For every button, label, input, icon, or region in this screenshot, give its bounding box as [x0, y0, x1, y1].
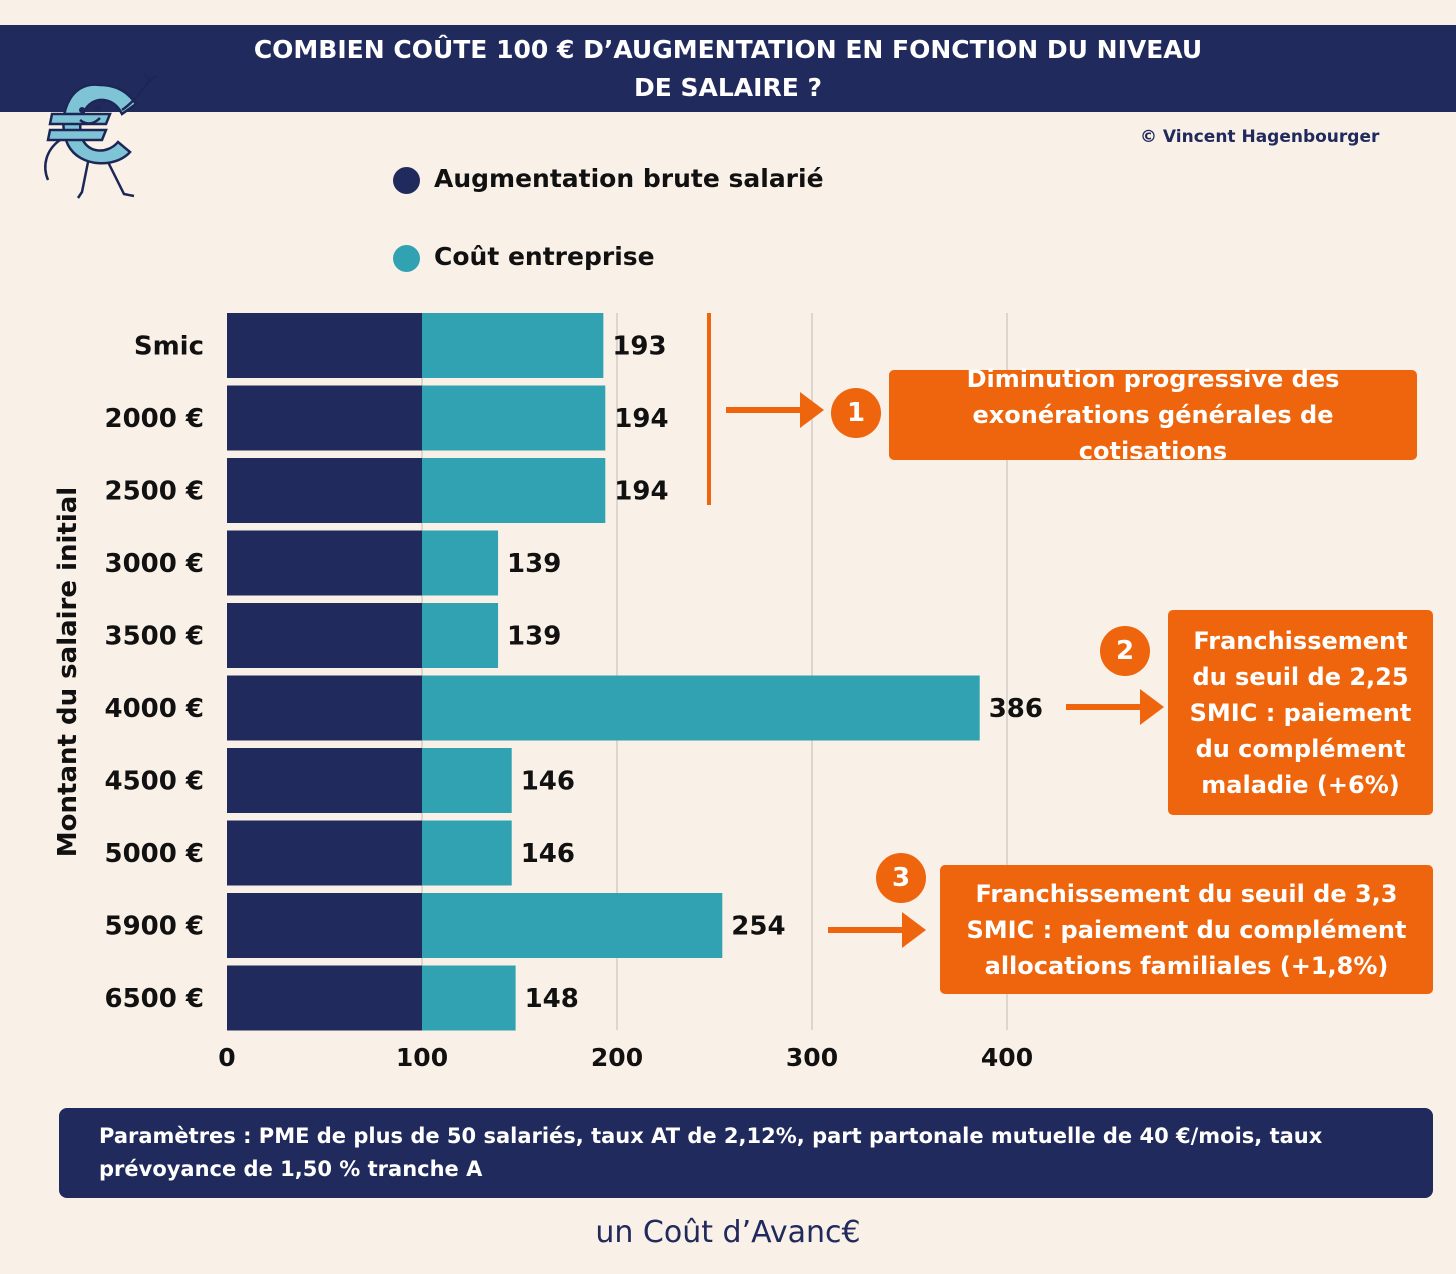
bar-augmentation-brute — [227, 530, 422, 596]
annotation-box-1: Diminution progressive des exonérations … — [889, 365, 1417, 465]
y-category-label: 3000 € — [104, 549, 204, 579]
y-category-label: 5000 € — [104, 839, 204, 869]
brand-logo: un Coût d’Avanc€ — [595, 1215, 861, 1250]
label-layer: 0 100 200 300 400 Smic 193 2000 € 194 2500 € 194 30… — [104, 332, 1042, 1073]
annotation-text-1: Diminution progressive des exonérations … — [966, 365, 1340, 465]
bar-data-label: 254 — [731, 912, 785, 942]
bar-data-label: 193 — [612, 332, 666, 362]
annotation-number-2: 2 — [1100, 626, 1150, 676]
bar-data-label: 139 — [507, 622, 561, 652]
annotation-box-2: Franchissement du seuil de 2,25 SMIC : p… — [1168, 610, 1433, 815]
annotation-number-1: 1 — [831, 388, 881, 438]
y-category-label: 4500 € — [104, 767, 204, 797]
bar-augmentation-brute — [227, 675, 422, 741]
bar-cout-entreprise — [422, 458, 606, 523]
annotation-number-3: 3 — [876, 853, 926, 903]
page-title-line-2: DE SALAIRE ? — [633, 73, 822, 102]
bar-data-label: 146 — [521, 839, 575, 869]
bar-data-label: 148 — [525, 984, 579, 1014]
bar-augmentation-brute — [227, 313, 422, 378]
bar-cout-entreprise — [422, 820, 512, 886]
annotation-text-3: Franchissement du seuil de 3,3 SMIC : pa… — [966, 879, 1407, 980]
bar-cout-entreprise — [422, 893, 723, 958]
bar-cout-entreprise — [422, 603, 499, 668]
arrow-icon — [828, 912, 926, 948]
x-tick-label: 400 — [981, 1043, 1033, 1072]
bar-augmentation-brute — [227, 820, 422, 886]
bar-augmentation-brute — [227, 385, 422, 451]
euro-mascot-icon — [44, 73, 157, 199]
bar-data-label: 386 — [989, 694, 1043, 724]
bar-layer — [227, 313, 980, 1031]
legend-swatch-navy — [393, 167, 420, 194]
bar-data-label: 139 — [507, 549, 561, 579]
bar-cout-entreprise — [422, 385, 606, 451]
annotation-box-3: Franchissement du seuil de 3,3 SMIC : pa… — [940, 865, 1433, 994]
page-title-line-1: COMBIEN COÛTE 100 € D’AUGMENTATION EN FO… — [253, 35, 1203, 64]
legend-label-augmentation: Augmentation brute salarié — [434, 164, 824, 193]
bar-cout-entreprise — [422, 965, 516, 1031]
page-header: COMBIEN COÛTE 100 € D’AUGMENTATION EN FO… — [0, 25, 1456, 112]
y-category-label: 4000 € — [104, 694, 204, 724]
bar-cout-entreprise — [422, 748, 512, 813]
bar-cout-entreprise — [422, 675, 980, 741]
parameters-text: Paramètres : PME de plus de 50 salariés,… — [99, 1124, 1323, 1181]
bar-augmentation-brute — [227, 893, 422, 958]
y-category-label: 6500 € — [104, 984, 204, 1014]
y-category-label: 5900 € — [104, 912, 204, 942]
y-category-label: Smic — [134, 332, 204, 362]
x-tick-label: 300 — [786, 1043, 838, 1072]
annotation-text-2: Franchissement du seuil de 2,25 SMIC : p… — [1189, 626, 1412, 799]
y-category-label: 2500 € — [104, 477, 204, 507]
parameters-box: Paramètres : PME de plus de 50 salariés,… — [59, 1108, 1433, 1198]
bar-augmentation-brute — [227, 603, 422, 668]
bar-chart: 0 100 200 300 400 Smic 193 2000 € 194 2500 € 194 30… — [104, 313, 1164, 1073]
bar-data-label: 194 — [614, 404, 668, 434]
legend-swatch-teal — [393, 245, 420, 272]
arrow-icon — [726, 392, 824, 428]
bar-data-label: 146 — [521, 767, 575, 797]
copyright-credit: © Vincent Hagenbourger — [1140, 127, 1380, 147]
x-tick-label: 200 — [591, 1043, 643, 1072]
arrow-icon — [1066, 689, 1164, 725]
bar-augmentation-brute — [227, 748, 422, 813]
x-tick-label: 0 — [218, 1043, 235, 1072]
bar-cout-entreprise — [422, 313, 604, 378]
y-category-label: 2000 € — [104, 404, 204, 434]
legend-label-cout: Coût entreprise — [434, 242, 655, 271]
bar-augmentation-brute — [227, 458, 422, 523]
bar-cout-entreprise — [422, 530, 499, 596]
x-tick-label: 100 — [396, 1043, 448, 1072]
bar-data-label: 194 — [614, 477, 668, 507]
bar-augmentation-brute — [227, 965, 422, 1031]
y-category-label: 3500 € — [104, 622, 204, 652]
